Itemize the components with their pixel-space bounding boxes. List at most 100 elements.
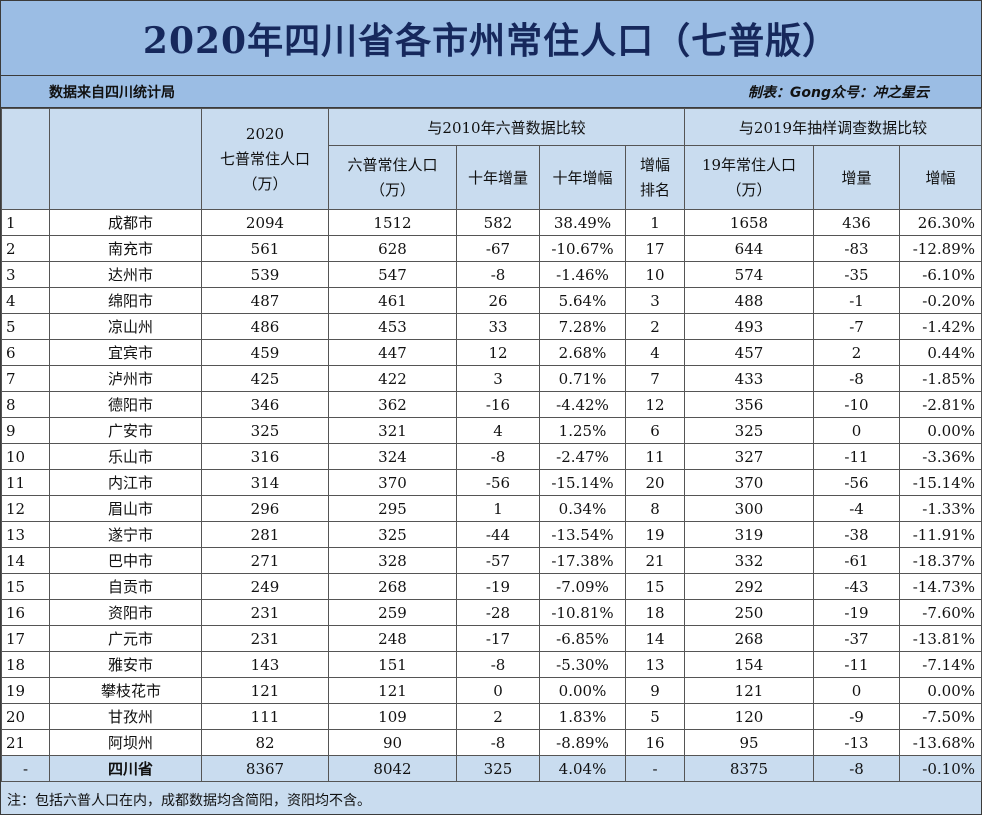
cell-p2010: 248 — [328, 625, 457, 652]
cell-rank: 7 — [1, 365, 50, 392]
cell-g10: 7.28% — [539, 313, 626, 340]
cell-gr: 16 — [625, 729, 685, 756]
cell-p2019: 95 — [684, 729, 814, 756]
cell-d10: -19 — [456, 573, 540, 600]
cell-g10: -15.14% — [539, 469, 626, 496]
cell-city: 成都市 — [49, 209, 202, 236]
cell-d10: -8 — [456, 261, 540, 288]
cell-g10: 1.83% — [539, 703, 626, 730]
cell-p2019: 300 — [684, 495, 814, 522]
cell-gr: 10 — [625, 261, 685, 288]
cell-d19: 0 — [813, 417, 900, 444]
cell-g19: -18.37% — [899, 547, 982, 574]
cell-d10: 3 — [456, 365, 540, 392]
cell-g10: 5.64% — [539, 287, 626, 314]
total-d10: 325 — [456, 755, 540, 782]
cell-city: 阿坝州 — [49, 729, 202, 756]
table-row: 9 广安市 325 321 4 1.25% 6 325 0 0.00% — [1, 417, 982, 444]
cell-city: 达州市 — [49, 261, 202, 288]
table-row: 14 巴中市 271 328 -57 -17.38% 21 332 -61 -18.37% — [1, 547, 982, 574]
cell-g10: 0.00% — [539, 677, 626, 704]
cell-rank: 16 — [1, 599, 50, 626]
cell-d19: 0 — [813, 677, 900, 704]
cell-d19: -19 — [813, 599, 900, 626]
cell-d19: -4 — [813, 495, 900, 522]
total-gr: - — [625, 755, 685, 782]
cell-g10: 1.25% — [539, 417, 626, 444]
cell-p2010: 324 — [328, 443, 457, 470]
cell-d10: -57 — [456, 547, 540, 574]
cell-g10: -8.89% — [539, 729, 626, 756]
cell-g19: -7.14% — [899, 651, 982, 678]
cell-gr: 5 — [625, 703, 685, 730]
cell-p2010: 151 — [328, 651, 457, 678]
total-rank: - — [1, 755, 50, 782]
cell-g10: -10.67% — [539, 235, 626, 262]
cell-p2010: 321 — [328, 417, 457, 444]
cell-d19: -61 — [813, 547, 900, 574]
cell-p2019: 488 — [684, 287, 814, 314]
cell-gr: 19 — [625, 521, 685, 548]
cell-p2020: 325 — [201, 417, 329, 444]
header-rank — [1, 108, 50, 210]
cell-city: 自贡市 — [49, 573, 202, 600]
cell-city: 泸州市 — [49, 365, 202, 392]
cell-city: 德阳市 — [49, 391, 202, 418]
header-census2020-unit: （万） — [242, 174, 288, 193]
cell-p2020: 316 — [201, 443, 329, 470]
cell-d19: 436 — [813, 209, 900, 236]
cell-p2020: 231 — [201, 599, 329, 626]
table-row: 8 德阳市 346 362 -16 -4.42% 12 356 -10 -2.81% — [1, 391, 982, 418]
cell-p2019: 121 — [684, 677, 814, 704]
cell-p2020: 231 — [201, 625, 329, 652]
total-city: 四川省 — [49, 755, 202, 782]
cell-d19: -1 — [813, 287, 900, 314]
cell-g19: -2.81% — [899, 391, 982, 418]
cell-g10: 38.49% — [539, 209, 626, 236]
header-group-2010: 与2010年六普数据比较 — [328, 108, 685, 146]
header-decade-growth: 十年增幅 — [539, 145, 626, 210]
cell-g10: 0.71% — [539, 365, 626, 392]
cell-p2020: 314 — [201, 469, 329, 496]
cell-g10: 0.34% — [539, 495, 626, 522]
cell-d10: 0 — [456, 677, 540, 704]
table-row: 4 绵阳市 487 461 26 5.64% 3 488 -1 -0.20% — [1, 287, 982, 314]
header-pop2019-label: 19年常住人口 — [701, 155, 797, 174]
header-city — [49, 108, 202, 210]
table-row: 20 甘孜州 111 109 2 1.83% 5 120 -9 -7.50% — [1, 703, 982, 730]
table-row: 21 阿坝州 82 90 -8 -8.89% 16 95 -13 -13.68% — [1, 729, 982, 756]
header-growth-rank-line1: 增幅 — [639, 155, 670, 174]
cell-p2019: 327 — [684, 443, 814, 470]
cell-p2020: 121 — [201, 677, 329, 704]
cell-g10: 2.68% — [539, 339, 626, 366]
cell-gr: 11 — [625, 443, 685, 470]
cell-p2010: 362 — [328, 391, 457, 418]
cell-d10: -8 — [456, 729, 540, 756]
cell-p2010: 628 — [328, 235, 457, 262]
cell-d19: -7 — [813, 313, 900, 340]
total-p2019: 8375 — [684, 755, 814, 782]
header-census2020-label: 七普常住人口 — [219, 149, 310, 168]
cell-city: 凉山州 — [49, 313, 202, 340]
cell-rank: 2 — [1, 235, 50, 262]
cell-gr: 17 — [625, 235, 685, 262]
cell-rank: 9 — [1, 417, 50, 444]
cell-p2020: 561 — [201, 235, 329, 262]
header-growth-rank-line2: 排名 — [639, 180, 670, 199]
cell-g19: 26.30% — [899, 209, 982, 236]
cell-p2010: 461 — [328, 287, 457, 314]
cell-p2010: 1512 — [328, 209, 457, 236]
cell-d19: -9 — [813, 703, 900, 730]
cell-g19: -1.33% — [899, 495, 982, 522]
cell-d10: -44 — [456, 521, 540, 548]
cell-p2020: 249 — [201, 573, 329, 600]
cell-p2020: 111 — [201, 703, 329, 730]
cell-d10: 26 — [456, 287, 540, 314]
cell-rank: 4 — [1, 287, 50, 314]
cell-g10: -2.47% — [539, 443, 626, 470]
cell-p2019: 493 — [684, 313, 814, 340]
header-pop2019: 19年常住人口 （万） — [684, 145, 814, 210]
cell-p2020: 271 — [201, 547, 329, 574]
cell-d19: -10 — [813, 391, 900, 418]
